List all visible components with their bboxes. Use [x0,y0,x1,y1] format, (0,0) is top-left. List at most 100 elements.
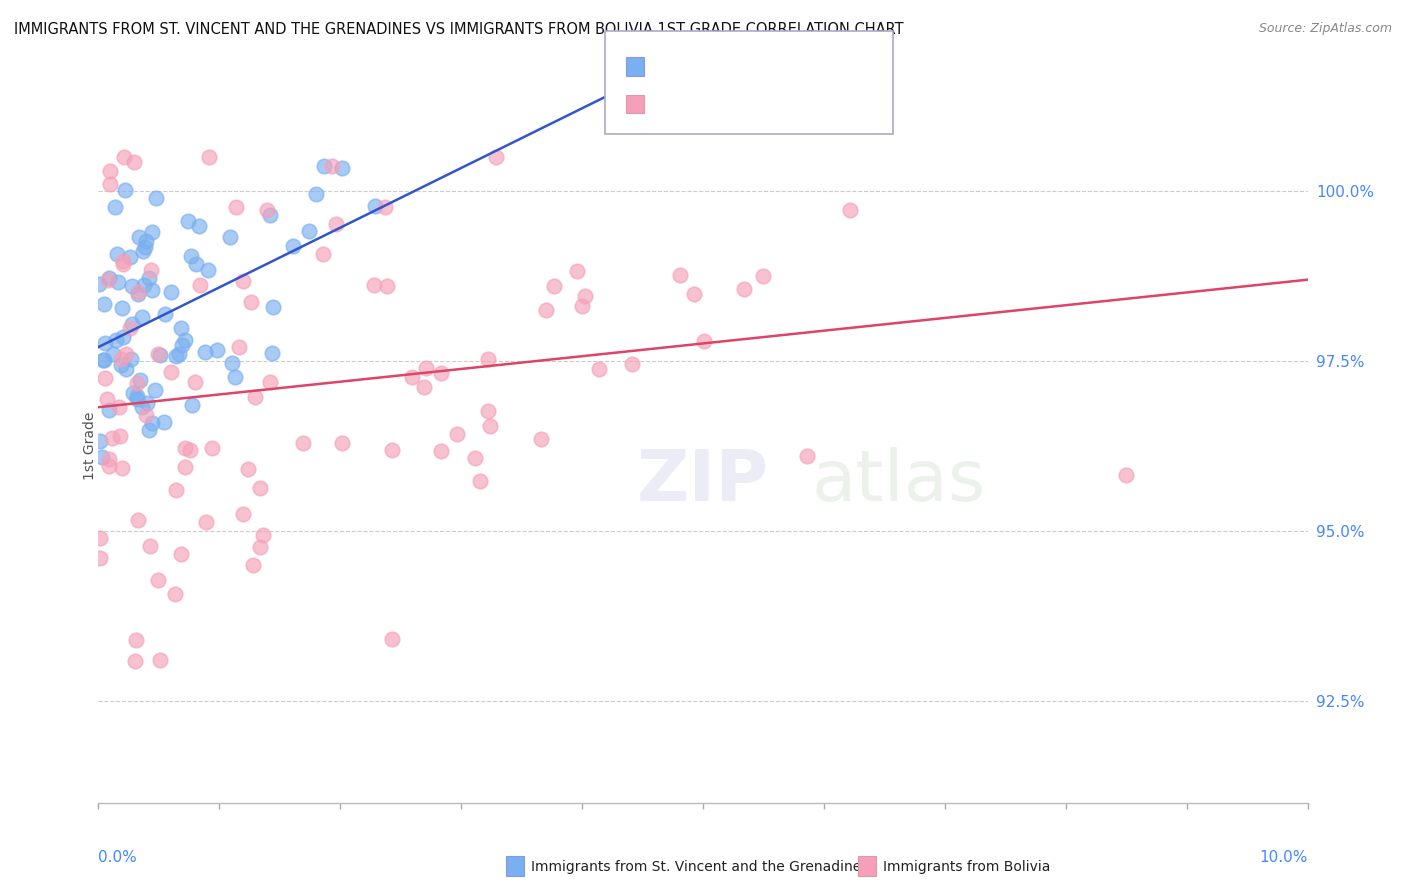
Point [139,539,162,553]
Point [127,285,149,299]
Point [143,383,166,397]
Point [574,289,596,303]
Point [415,361,437,376]
Point [121,279,143,293]
Point [128,229,150,244]
Point [125,389,148,403]
Point [97,271,120,285]
Point [430,366,453,380]
Point [115,347,138,361]
Point [127,392,149,406]
Text: Immigrants from St. Vincent and the Grenadines: Immigrants from St. Vincent and the Gren… [531,860,869,874]
Point [243,391,266,405]
Point [325,218,347,232]
Point [683,287,706,301]
Point [381,442,404,457]
Point [146,574,169,588]
Point [122,155,145,169]
Point [134,240,156,254]
Point [174,442,197,456]
Point [146,347,169,361]
Point [374,200,396,214]
Point [89,434,111,449]
Point [232,508,254,522]
Point [232,274,254,288]
Point [138,270,160,285]
Point [188,219,211,233]
Point [139,263,162,277]
Point [332,436,354,450]
Point [96,392,118,406]
Point [122,385,145,400]
Point [127,287,149,301]
Point [170,547,193,561]
Point [132,244,155,259]
Point [194,344,217,359]
Point [149,348,172,362]
Y-axis label: 1st Grade: 1st Grade [83,412,97,480]
Text: R = 0.396: R = 0.396 [651,48,734,62]
Point [149,653,172,667]
Point [87,277,110,292]
Point [477,351,499,366]
Point [135,408,157,422]
Point [124,654,146,668]
Point [134,277,156,292]
Point [543,278,565,293]
Point [141,225,163,239]
Point [200,441,222,455]
Point [91,450,114,464]
Text: Source: ZipAtlas.com: Source: ZipAtlas.com [1258,22,1392,36]
Point [177,214,200,228]
Point [173,460,195,475]
Point [197,263,219,277]
Point [101,347,124,361]
Point [112,329,135,343]
Point [101,431,124,445]
Point [111,461,134,475]
Point [160,365,183,379]
Point [170,321,193,335]
Point [129,372,152,386]
Point [330,161,353,175]
Point [534,303,557,318]
Point [127,513,149,527]
Text: N = 72: N = 72 [763,48,821,62]
Point [259,208,281,222]
Point [108,400,131,414]
Point [110,358,132,372]
Point [588,362,610,376]
Text: atlas: atlas [811,447,986,516]
Point [170,338,193,352]
Point [180,249,202,263]
Point [114,362,136,376]
Point [93,297,115,311]
Point [478,418,501,433]
Point [180,398,202,412]
Point [464,450,486,465]
Point [93,353,115,368]
Point [104,200,127,214]
Point [221,356,243,370]
Point [305,186,328,201]
Point [118,250,141,264]
Point [242,558,264,573]
Point [796,449,818,463]
Point [125,376,148,390]
Point [693,334,716,348]
Point [190,277,212,292]
Point [114,183,136,197]
Point [752,269,775,284]
Point [125,633,148,648]
Point [262,300,284,314]
Point [298,224,321,238]
Point [236,462,259,476]
Point [381,632,404,646]
Point [131,310,153,325]
Point [152,415,174,429]
Point [240,294,263,309]
Point [205,343,228,357]
Point [477,404,499,418]
Point [173,333,195,347]
Point [111,301,134,315]
